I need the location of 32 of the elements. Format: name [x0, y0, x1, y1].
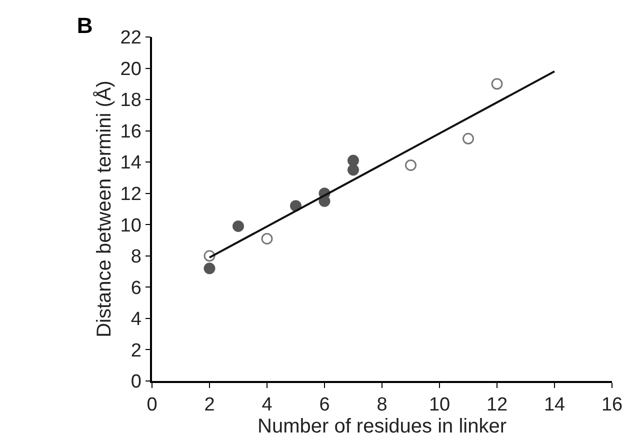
- point: [348, 164, 359, 176]
- y-tick-label: 0: [130, 372, 142, 393]
- x-tick-label: 14: [544, 394, 566, 416]
- y-tick-label: 4: [130, 309, 142, 330]
- y-tick-label: 22: [120, 28, 142, 49]
- y-tick-label: 12: [120, 184, 142, 206]
- y-tick-label: 18: [120, 90, 142, 112]
- x-tick-label: 6: [319, 394, 330, 416]
- point: [491, 78, 503, 90]
- y-tick-label: 16: [120, 121, 142, 142]
- y-tick-label: 6: [130, 278, 142, 299]
- x-tick-label: 16: [601, 394, 623, 416]
- x-tick-label: 12: [486, 394, 508, 416]
- point: [232, 220, 244, 232]
- y-tick-label: 2: [130, 340, 142, 362]
- x-tick-label: 2: [204, 394, 215, 416]
- y-axis-title: Distance between termini (Å): [92, 80, 116, 338]
- chart-title: B: [76, 13, 93, 38]
- y-tick-label: 8: [130, 246, 142, 268]
- x-tick-label: 4: [262, 394, 273, 416]
- point: [348, 154, 359, 166]
- y-tick-label: 14: [120, 152, 142, 174]
- x-tick-label: 0: [146, 394, 158, 416]
- x-axis-title: Number of residues in linker: [258, 416, 507, 438]
- point: [261, 232, 273, 244]
- y-tick-label: 20: [120, 58, 142, 80]
- x-tick-label: 8: [376, 394, 388, 416]
- y-tick-label: 10: [120, 215, 142, 236]
- point: [405, 159, 416, 171]
- point: [204, 262, 216, 274]
- point: [462, 132, 474, 144]
- x-tick-label: 10: [428, 394, 450, 416]
